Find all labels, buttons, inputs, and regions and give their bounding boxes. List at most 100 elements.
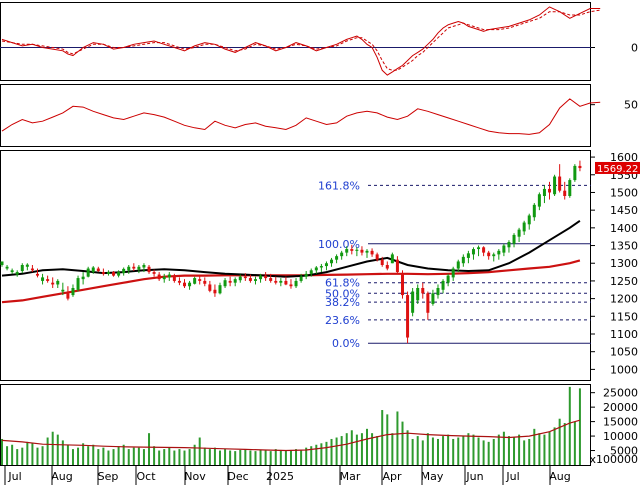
volume-bar [411,438,414,465]
candle-body [193,278,197,284]
candle-body [441,280,445,290]
volume-bar [183,450,186,465]
candle-body [406,295,410,338]
volume-bar [36,447,39,465]
ma-short-line [1,219,581,278]
volume-bar [295,449,298,465]
y-tick-label: 15000 [603,416,638,429]
candle-body [461,256,465,264]
volume-bar [239,449,242,465]
panel-frame-volume [0,384,591,466]
candle-body [537,194,541,207]
candle-body [335,256,339,260]
volume-bar [482,440,485,465]
volume-bar [416,436,419,465]
y-tick-label: 1300 [610,257,638,270]
candle-body [96,268,100,272]
candle-body [507,242,511,248]
candle-body [274,280,278,283]
volume-bar [61,440,64,465]
volume-bar [467,433,470,465]
candle-body [299,276,303,281]
candle-body [41,277,45,281]
candle-body [253,279,257,281]
volume-bar [163,449,166,465]
volume-bar [315,444,318,465]
candle-body [208,284,212,291]
volume-bar [234,451,237,465]
candle-body [259,275,263,280]
volume-bar [71,449,74,465]
oscillator-middle-panel: 50 [1,98,638,135]
volume-bar [178,449,181,465]
y-tick-label: 1150 [610,310,638,323]
candle-body [284,280,288,285]
y-tick-label: 1100 [610,328,638,341]
volume-bar [350,430,353,465]
volume-bar [264,450,267,465]
volume-bar [502,431,505,465]
volume-bar [426,433,429,465]
candle-body [355,249,359,251]
candle-body [91,267,95,273]
panel-frame-price [0,150,591,381]
candle-body [76,278,80,290]
volume-bar [431,437,434,465]
volume-bar [132,447,135,465]
candle-body [563,190,567,196]
volume-bar [173,450,176,465]
volume-bar [6,446,9,465]
volume-bar [284,450,287,465]
volume-bar [21,447,24,465]
volume-bar [340,436,343,465]
y-tick-label: 20000 [603,401,638,414]
volume-bar [518,434,521,465]
volume-bar [193,444,196,465]
volume-bar [16,449,19,465]
volume-bar [218,450,221,465]
candle-body [466,253,470,258]
x-tick-label: Dec [227,470,248,483]
y-tick-label: 1600 [610,151,638,164]
y-tick-label: 1000 [610,363,638,376]
candle-body [294,280,298,287]
candle-body [152,272,156,274]
last-price-label: 1569.22 [597,164,638,175]
y-tick-label: 1400 [610,222,638,235]
candle-body [360,249,364,253]
candle-body [487,252,491,257]
candle-body [147,266,151,273]
panel-frame-osc2 [0,84,591,147]
candle-body [416,288,420,301]
candle-body [345,249,349,253]
candle-body [264,275,268,279]
candle-body [162,276,166,280]
candle-body [248,278,252,281]
candle-body [203,280,207,284]
volume-bar [56,434,59,465]
candle-body [568,180,572,196]
candle-body [477,247,481,250]
candle-body [198,279,202,281]
volume-bar [345,433,348,465]
volume-bar [224,449,227,465]
volume-bar [188,449,191,465]
volume-bar [548,431,551,465]
volume-bar [355,434,358,465]
y-tick-label: 1250 [610,275,638,288]
candle-body [319,266,323,268]
candle-body [558,176,562,191]
volume-bar [249,450,252,465]
candle-body [132,266,136,269]
candle-body [117,272,121,276]
x-tick-label: Oct [136,470,156,483]
volume-bar [102,447,105,465]
candle-body [492,254,496,257]
candle-body [46,279,50,281]
volume-bar [92,444,95,465]
candle-body [375,254,379,260]
volume-bar [51,431,54,465]
candle-body [167,274,171,278]
